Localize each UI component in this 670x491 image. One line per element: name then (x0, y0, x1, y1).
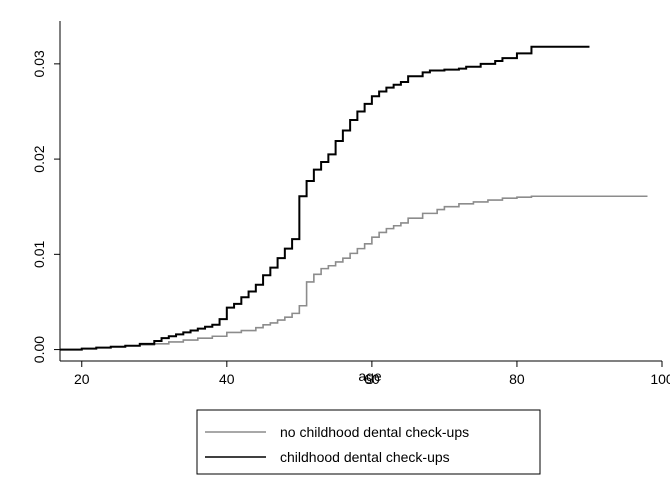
y-tick-label: 0.01 (31, 240, 47, 267)
series-line-checkups (60, 45, 590, 351)
legend-label-no-checkups: no childhood dental check-ups (280, 424, 469, 440)
legend: no childhood dental check-ups childhood … (196, 409, 541, 475)
series-line-no-checkups (60, 195, 648, 351)
x-axis: 20 40 60 80 100 (60, 360, 670, 387)
x-tick-label: 40 (219, 371, 235, 387)
y-tick-label: 0.03 (31, 50, 47, 77)
x-tick-label: 60 (364, 371, 380, 387)
legend-box (196, 409, 541, 475)
x-tick-label: 80 (509, 371, 525, 387)
x-tick-label: 100 (650, 371, 670, 387)
plot-area (60, 45, 648, 351)
y-axis: 0.00 0.01 0.02 0.03 (31, 21, 61, 363)
legend-label-checkups: childhood dental check-ups (280, 449, 450, 465)
x-axis-title: age (358, 368, 382, 384)
y-tick-label: 0.00 (31, 336, 47, 363)
x-tick-label: 20 (74, 371, 90, 387)
y-tick-label: 0.02 (31, 145, 47, 172)
